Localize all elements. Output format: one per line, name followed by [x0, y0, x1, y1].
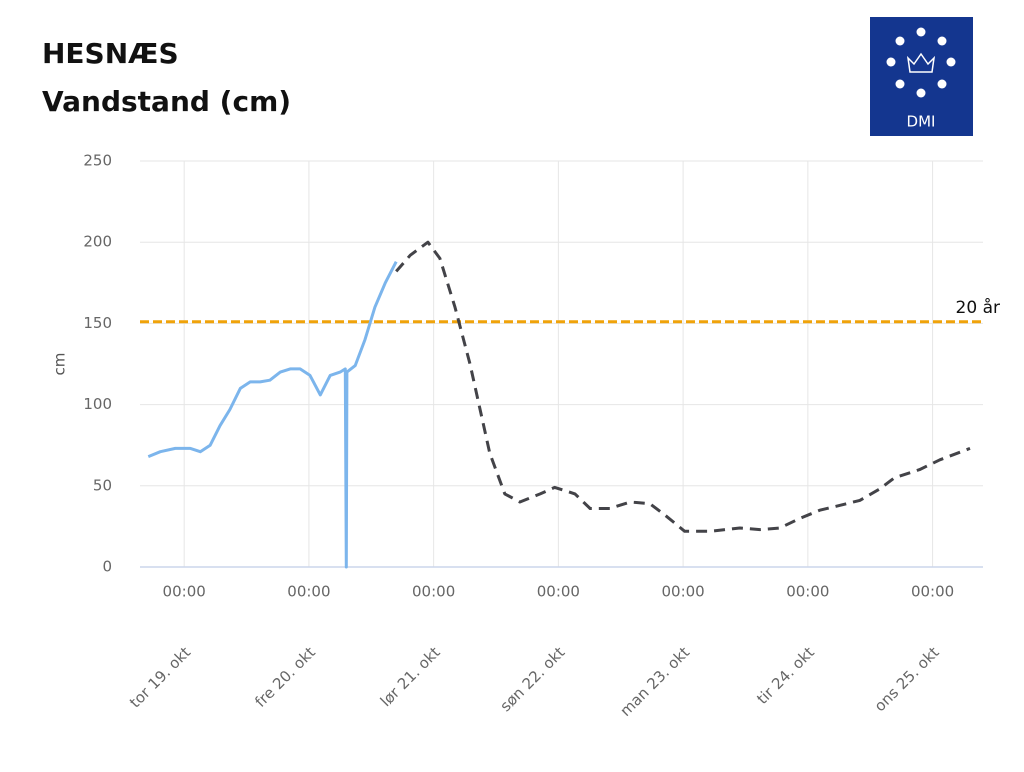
y-tick-label: 150 — [83, 314, 112, 332]
chart-title: HESNÆS — [42, 37, 179, 70]
x-tick-label: 00:00 — [537, 583, 580, 601]
logo-text: DMI — [907, 113, 936, 131]
x-tick-label: 00:00 — [287, 583, 330, 601]
x-tick-date: tir 24. okt — [753, 643, 818, 708]
y-tick-label: 0 — [102, 558, 112, 576]
x-tick-label: 00:00 — [786, 583, 829, 601]
logo-crown — [906, 52, 936, 73]
x-tick-date: man 23. okt — [616, 643, 693, 720]
chart-subtitle: Vandstand (cm) — [42, 85, 291, 118]
observed-line — [147, 261, 398, 569]
x-tick-label: 00:00 — [163, 583, 206, 601]
y-tick-label: 200 — [83, 233, 112, 251]
y-tick-label: 50 — [93, 476, 112, 494]
logo: DMI — [870, 17, 973, 136]
x-tick-date: fre 20. okt — [251, 643, 319, 711]
x-tick-date: søn 22. okt — [497, 643, 569, 715]
x-tick-label: 00:00 — [911, 583, 954, 601]
x-tick-date: tor 19. okt — [126, 643, 194, 711]
logo-dots — [886, 27, 956, 98]
threshold-label: 20 år — [956, 297, 1000, 318]
x-tick-label: 00:00 — [661, 583, 704, 601]
forecast-line — [395, 240, 971, 533]
y-tick-label: 250 — [83, 152, 112, 170]
x-tick-label: 00:00 — [412, 583, 455, 601]
y-axis-label: cm — [51, 353, 69, 376]
logo-box — [870, 17, 973, 136]
y-tick-label: 100 — [83, 395, 112, 413]
x-tick-date: lør 21. okt — [377, 643, 444, 710]
x-tick-date: ons 25. okt — [871, 643, 943, 715]
